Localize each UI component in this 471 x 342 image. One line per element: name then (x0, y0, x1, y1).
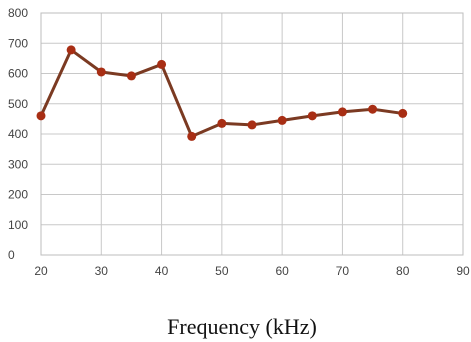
data-point (187, 131, 197, 141)
y-tick-label: 600 (8, 67, 28, 81)
data-point (66, 45, 76, 55)
y-tick-label: 0 (8, 248, 15, 262)
grid (40, 12, 464, 256)
data-point (337, 107, 347, 117)
x-tick-label: 80 (396, 264, 410, 278)
data-point (96, 67, 106, 77)
y-tick-label: 700 (8, 36, 28, 50)
y-tick-label: 500 (8, 97, 28, 111)
x-tick-label: 70 (336, 264, 350, 278)
data-point (126, 71, 136, 81)
x-axis-title: Frequency (kHz) (167, 314, 317, 339)
data-point (247, 120, 257, 130)
data-point (398, 108, 408, 118)
y-tick-label: 400 (8, 127, 28, 141)
y-axis-ticks: 0 100 200 300 400 500 600 700 800 (8, 6, 28, 262)
x-tick-label: 30 (95, 264, 109, 278)
data-point (157, 59, 167, 69)
data-point (277, 115, 287, 125)
x-tick-label: 50 (215, 264, 229, 278)
x-tick-label: 60 (275, 264, 289, 278)
y-tick-label: 200 (8, 188, 28, 202)
series-group (36, 45, 408, 141)
data-point (217, 118, 227, 128)
y-tick-label: 800 (8, 6, 28, 20)
x-tick-label: 40 (155, 264, 169, 278)
data-point (307, 111, 317, 121)
x-axis-ticks: 20 30 40 50 60 70 80 90 (34, 264, 470, 278)
data-point (36, 111, 46, 121)
data-point (368, 104, 378, 114)
plot-border (40, 12, 464, 256)
x-tick-label: 20 (34, 264, 48, 278)
y-tick-label: 300 (8, 157, 28, 171)
y-tick-label: 100 (8, 218, 28, 232)
x-tick-label: 90 (456, 264, 470, 278)
